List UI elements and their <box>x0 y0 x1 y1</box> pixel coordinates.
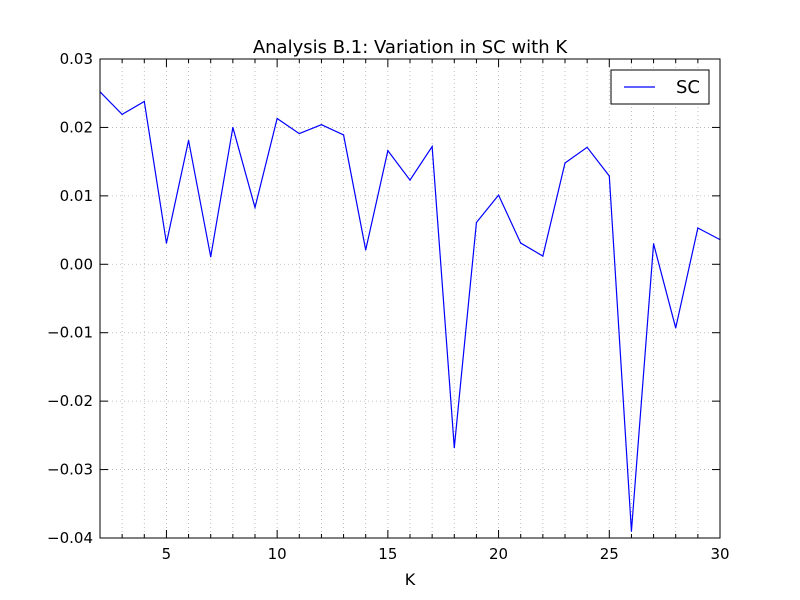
x-tick-label: 30 <box>710 545 729 563</box>
data-point <box>586 146 588 148</box>
data-point <box>320 124 323 126</box>
data-point <box>276 117 278 120</box>
data-point <box>542 255 544 257</box>
data-point <box>254 206 256 209</box>
legend-label-sc: SC <box>676 77 700 98</box>
y-tick-label: 0.00 <box>60 255 93 273</box>
data-point <box>298 132 300 135</box>
x-tick-labels: 5 10 15 20 25 30 <box>162 545 730 563</box>
data-point <box>165 242 168 244</box>
x-tick-label: 5 <box>162 545 172 563</box>
y-tick-label: 0.01 <box>60 187 93 205</box>
x-tick-label: 15 <box>378 545 397 563</box>
y-tick-label: −0.03 <box>47 461 93 479</box>
x-tick-label: 10 <box>268 545 287 563</box>
data-point <box>431 145 433 148</box>
data-point <box>453 447 455 449</box>
data-point <box>342 134 345 136</box>
data-point <box>387 150 389 152</box>
x-tick-label: 25 <box>600 545 619 563</box>
x-axis-label: K <box>405 570 416 589</box>
data-point <box>187 139 190 142</box>
data-point <box>365 249 367 251</box>
legend: SC <box>610 69 710 105</box>
data-point <box>143 100 145 103</box>
data-point <box>497 194 500 196</box>
data-point <box>564 162 566 164</box>
data-point <box>409 179 411 181</box>
x-tick-label: 20 <box>489 545 508 563</box>
data-point <box>121 113 123 116</box>
y-tick-label: 0.03 <box>60 50 93 68</box>
data-point <box>675 327 677 329</box>
y-tick-label: −0.01 <box>47 324 93 342</box>
data-point <box>232 126 234 129</box>
ticks <box>99 58 721 539</box>
data-point <box>520 242 522 244</box>
y-tick-labels: −0.04 −0.03 −0.02 −0.01 0.00 0.01 0.02 0.03 <box>47 50 93 547</box>
data-point <box>210 256 212 258</box>
data-point <box>475 221 478 224</box>
y-tick-label: −0.04 <box>47 529 93 547</box>
y-tick-label: 0.02 <box>60 118 93 136</box>
data-point <box>630 530 633 532</box>
chart-title: Analysis B.1: Variation in SC with K <box>253 37 569 58</box>
y-tick-label: −0.02 <box>47 392 93 410</box>
data-point <box>608 175 610 177</box>
data-point <box>697 227 699 229</box>
data-point <box>652 243 655 245</box>
